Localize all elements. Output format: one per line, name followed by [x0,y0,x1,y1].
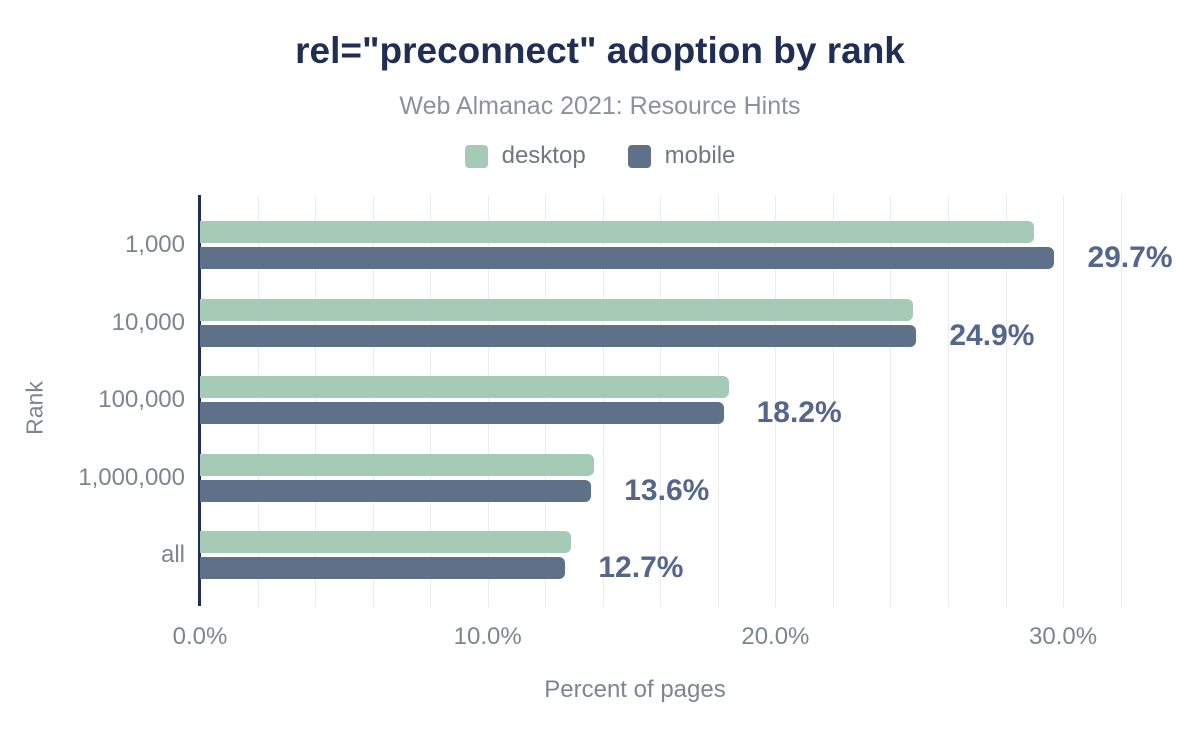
gridline [890,195,892,607]
bar-desktop [200,531,572,553]
legend-item-mobile: mobile [627,142,736,170]
gridline [660,195,662,607]
gridline [372,195,374,607]
bar-desktop [200,298,914,321]
value-label: 12.7% [598,551,684,584]
category-label: 1,000,000 [78,463,185,491]
mobile-swatch-icon [627,144,651,168]
gridline [775,195,777,607]
x-tick-label: 30.0% [1029,623,1098,650]
category-label: 1,000 [124,231,185,258]
x-tick-label: 10.0% [453,623,522,650]
category-label: all [160,541,185,568]
gridline [1063,195,1065,607]
bar-mobile [200,324,917,347]
value-label: 29.7% [1087,241,1173,274]
gridline [1120,195,1122,607]
legend: desktop mobile [0,142,1200,170]
bar-desktop [200,376,730,398]
gridline [717,195,719,607]
gridline [430,195,432,607]
gridline [545,195,547,607]
category-label: 100,000 [98,386,185,413]
gridline [487,195,489,607]
value-label: 13.6% [624,473,710,507]
gridline [948,195,949,607]
y-axis-line [198,195,201,606]
bar-desktop [200,453,595,476]
legend-label-mobile: mobile [664,142,736,169]
legend-label-desktop: desktop [501,142,586,169]
plot-area: 1,000 29.7% 10,000 24.9% 100,000 18.2% 1,000,0… [78,195,1173,650]
gridline [832,195,834,607]
x-tick-label: 0.0% [172,623,228,650]
chart-subtitle: Web Almanac 2021: Resource Hints [399,92,801,120]
y-axis-title: Rank [21,381,48,435]
category-label: 10,000 [111,308,185,336]
gridline [257,195,259,607]
x-tick-label: 20.0% [741,623,810,650]
legend-item-desktop: desktop [464,142,586,170]
bar-desktop [200,221,1035,243]
bar-mobile [200,402,724,424]
gridline [315,195,317,607]
gridline [1005,195,1007,607]
bar-mobile [200,247,1055,269]
value-label: 18.2% [756,396,842,429]
bar-mobile [200,557,566,579]
desktop-swatch-icon [464,144,488,168]
bar-mobile [200,479,592,502]
gridline [602,195,604,607]
value-label: 24.9% [949,318,1035,352]
x-axis-title: Percent of pages [544,676,726,703]
chart-title: rel="preconnect" adoption by rank [295,30,905,71]
